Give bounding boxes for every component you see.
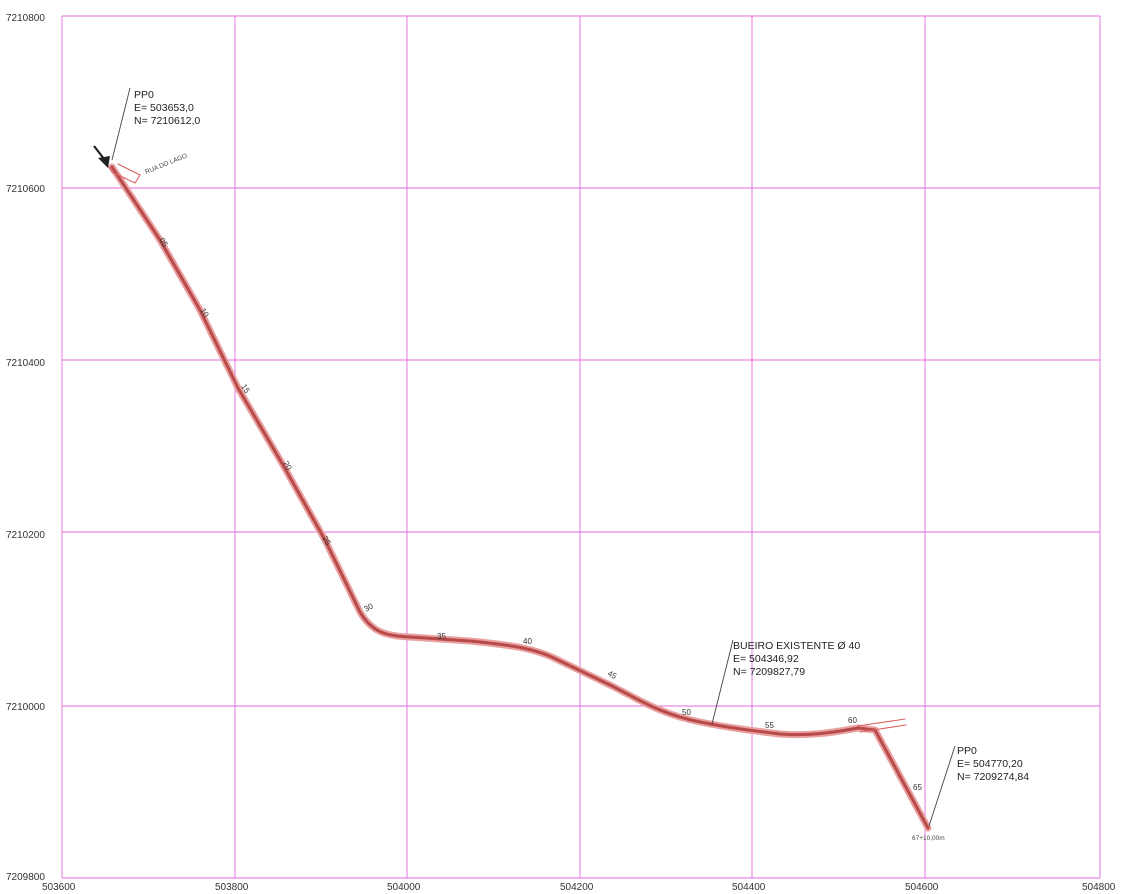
y-tick-label: 7210200 [6, 530, 45, 541]
y-axis-labels: 7210800 7210600 7210400 7210200 7210000 … [6, 13, 45, 883]
station-labels: 05 10 15 20 25 30 35 40 45 50 55 60 65 [157, 236, 922, 792]
y-tick-label: 7210600 [6, 184, 45, 195]
end-point-chainage: 67+10,00m [912, 835, 945, 842]
road-edge [108, 163, 932, 832]
start-point-annotation: PP0 E= 503653,0 N= 7210612,0 RUA DO LAGO [111, 87, 200, 176]
station-label: 30 [363, 601, 376, 614]
end-point-easting: E= 504770,20 [957, 758, 1023, 770]
x-tick-label: 503800 [215, 882, 249, 893]
end-point-northing: N= 7209274,84 [957, 771, 1029, 783]
x-tick-label: 504800 [1082, 882, 1116, 893]
culvert-label: BUEIRO EXISTENTE Ø 40 [733, 640, 860, 652]
side-street-end [857, 718, 907, 733]
start-point-easting: E= 503653,0 [134, 102, 194, 114]
y-tick-label: 7209800 [6, 872, 45, 883]
y-tick-label: 7210000 [6, 702, 45, 713]
start-point-name: PP0 [134, 89, 154, 101]
culvert-annotation: BUEIRO EXISTENTE Ø 40 E= 504346,92 N= 72… [711, 639, 860, 725]
y-tick-label: 7210400 [6, 358, 45, 369]
station-label: 35 [437, 632, 446, 641]
grid [61, 15, 1101, 879]
end-point-name: PP0 [957, 745, 977, 757]
culvert-northing: N= 7209827,79 [733, 666, 805, 678]
road-centerline [110, 165, 930, 830]
station-label: 45 [606, 669, 619, 681]
end-point-annotation: PP0 E= 504770,20 N= 7209274,84 67+10,00m [912, 745, 1029, 842]
station-label: 50 [682, 708, 691, 717]
x-axis-labels: 503600 503800 504000 504200 504400 50460… [42, 882, 1116, 893]
x-tick-label: 504600 [905, 882, 939, 893]
start-arrow-icon [93, 145, 110, 168]
culvert-easting: E= 504346,92 [733, 653, 799, 665]
station-label: 55 [765, 721, 774, 730]
road-alignment [107, 163, 932, 832]
y-tick-label: 7210800 [6, 13, 45, 24]
start-point-northing: N= 7210612,0 [134, 115, 200, 127]
x-tick-label: 504000 [387, 882, 421, 893]
x-tick-label: 504200 [560, 882, 594, 893]
station-label: 40 [523, 637, 532, 646]
road-name-label: RUA DO LAGO [144, 153, 188, 176]
x-tick-label: 503600 [42, 882, 76, 893]
station-label: 60 [848, 716, 857, 725]
side-street-start [107, 163, 141, 184]
station-label: 65 [913, 783, 922, 792]
x-tick-label: 504400 [732, 882, 766, 893]
